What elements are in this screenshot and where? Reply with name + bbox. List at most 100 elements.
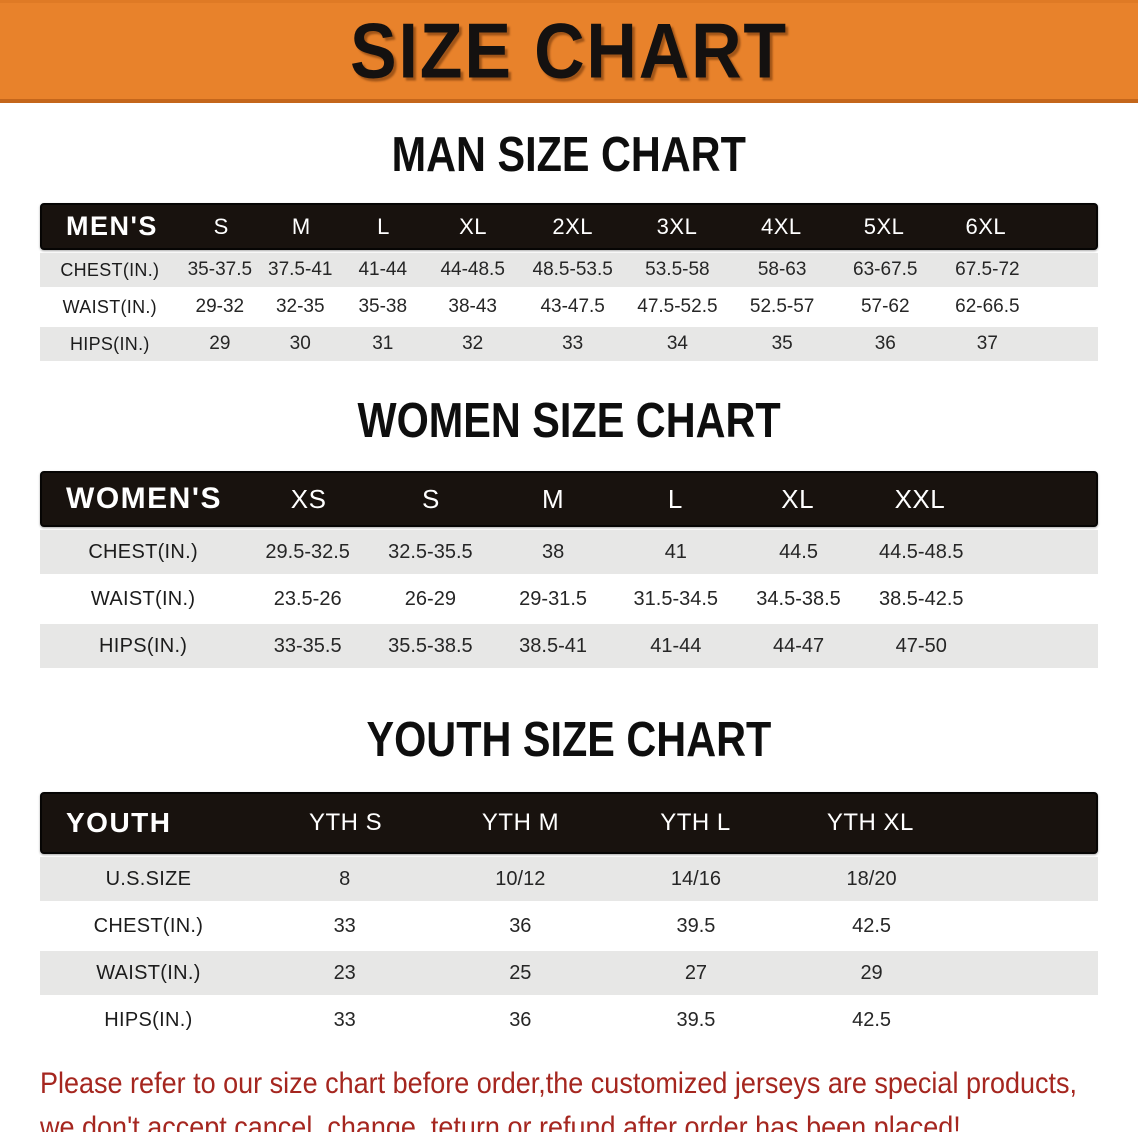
- row-label: U.S.SIZE: [105, 867, 192, 890]
- table-row: WAIST(IN.) 23 25 27 29: [40, 951, 1098, 995]
- table-cell: 33: [333, 1008, 356, 1031]
- table-row: CHEST(IN.) 29.5-32.5 32.5-35.5 38 41 44.5 44.5…: [40, 530, 1098, 574]
- size-table-women: WOMEN'S XS S M L XL XXL CHEST(IN.) 29.5-32.5 32.5…: [40, 471, 1098, 668]
- table-cell: 39.5: [676, 1008, 716, 1031]
- table-cell: 30: [289, 333, 311, 354]
- row-label: HIPS(IN.): [104, 1008, 193, 1031]
- table-cell: 26-29: [404, 587, 456, 610]
- table-cell: 48.5-53.5: [532, 259, 613, 280]
- size-table-youth: YOUTH YTH S YTH M YTH L YTH XL U.S.SIZE 8 10/12…: [40, 792, 1098, 1042]
- table-row: HIPS(IN.) 33-35.5 35.5-38.5 38.5-41 41-44 44-…: [40, 624, 1098, 668]
- section-title-text: WOMEN SIZE CHART: [357, 392, 781, 448]
- table-row: CHEST(IN.) 33 36 39.5 42.5: [40, 904, 1098, 948]
- table-row: WAIST(IN.) 29-32 32-35 35-38 38-43 43-47.5 47.…: [40, 290, 1098, 324]
- table-cell: 33-35.5: [273, 634, 342, 657]
- table-cell: 43-47.5: [540, 296, 605, 317]
- section-title-women: WOMEN SIZE CHART: [0, 361, 1138, 471]
- table-cell: 29-31.5: [519, 587, 588, 610]
- table-cell: 41-44: [650, 634, 702, 657]
- table-cell: 47-50: [895, 634, 947, 657]
- size-column-header: M: [291, 213, 311, 239]
- size-column-header: YTH XL: [826, 809, 914, 836]
- table-corner-label: MEN'S: [66, 211, 158, 241]
- table-cell: 32.5-35.5: [388, 540, 473, 563]
- table-cell: 36: [509, 1008, 532, 1031]
- table-cell: 33: [333, 914, 356, 937]
- row-label: HIPS(IN.): [69, 333, 150, 354]
- table-header-row: MEN'S S M L XL 2XL 3XL 4XL 5XL 6XL: [40, 203, 1098, 250]
- table-header-row: YOUTH YTH S YTH M YTH L YTH XL: [40, 792, 1098, 854]
- table-cell: 41-44: [358, 259, 408, 280]
- size-column-header: 5XL: [863, 213, 905, 239]
- table-cell: 29: [860, 961, 883, 984]
- disclaimer-line-1: Please refer to our size chart before or…: [40, 1067, 1078, 1100]
- banner-title: SIZE CHART: [350, 7, 788, 95]
- disclaimer-line-2: we don't accept cancel, change, teturn o…: [40, 1111, 961, 1132]
- size-column-header: YTH S: [308, 809, 383, 836]
- table-cell: 47.5-52.5: [637, 296, 718, 317]
- size-column-header: S: [421, 483, 440, 514]
- table-cell: 42.5: [852, 1008, 892, 1031]
- row-label: WAIST(IN.): [62, 296, 157, 317]
- size-column-header: 6XL: [965, 213, 1007, 239]
- section-title-youth: YOUTH SIZE CHART: [0, 668, 1138, 792]
- table-cell: 29-32: [195, 296, 245, 317]
- table-cell: 10/12: [495, 867, 546, 890]
- table-cell: 44-47: [772, 634, 825, 657]
- table-cell: 38.5-41: [519, 634, 588, 657]
- row-label: WAIST(IN.): [96, 961, 201, 984]
- table-header-row: WOMEN'S XS S M L XL XXL: [40, 471, 1098, 527]
- table-row: U.S.SIZE 8 10/12 14/16 18/20: [40, 857, 1098, 901]
- table-cell: 35.5-38.5: [388, 634, 473, 657]
- table-row: HIPS(IN.) 33 36 39.5 42.5: [40, 998, 1098, 1042]
- table-cell: 31: [372, 333, 394, 354]
- size-chart-banner: SIZE CHART: [0, 0, 1138, 103]
- size-column-header: M: [542, 483, 565, 514]
- size-column-header: XL: [781, 483, 815, 514]
- table-cell: 37.5-41: [268, 259, 333, 280]
- table-corner-label: YOUTH: [66, 807, 172, 838]
- section-youth: YOUTH SIZE CHART YOUTH YTH S YTH M YTH L YTH …: [0, 668, 1138, 1042]
- size-column-header: XL: [459, 213, 488, 239]
- table-cell: 29.5-32.5: [265, 540, 350, 563]
- row-label: CHEST(IN.): [88, 540, 198, 563]
- table-cell: 44.5-48.5: [878, 540, 964, 563]
- table-cell: 36: [874, 333, 896, 354]
- table-cell: 38.5-42.5: [878, 587, 964, 610]
- table-cell: 32: [462, 333, 484, 354]
- size-column-header: XS: [290, 483, 327, 514]
- table-cell: 34.5-38.5: [756, 587, 841, 610]
- table-cell: 18/20: [846, 867, 897, 890]
- table-cell: 42.5: [852, 914, 892, 937]
- size-column-header: 4XL: [761, 213, 802, 239]
- size-column-header: 3XL: [656, 213, 698, 239]
- table-cell: 57-62: [860, 296, 910, 317]
- table-cell: 63-67.5: [853, 259, 918, 280]
- table-cell: 14/16: [670, 867, 721, 890]
- size-column-header: S: [213, 213, 229, 239]
- table-row: WAIST(IN.) 23.5-26 26-29 29-31.5 31.5-34.5 34…: [40, 577, 1098, 621]
- table-row: HIPS(IN.) 29 30 31 32 33 34 35 36 37: [40, 327, 1098, 361]
- table-cell: 44-48.5: [440, 259, 505, 280]
- table-cell: 62-66.5: [955, 296, 1020, 317]
- table-cell: 34: [666, 333, 688, 354]
- table-cell: 38-43: [448, 296, 497, 317]
- table-cell: 8: [339, 867, 351, 890]
- size-table-men: MEN'S S M L XL 2XL 3XL 4XL 5XL 6XL CHEST(IN.) 35-37…: [40, 203, 1098, 361]
- section-women: WOMEN SIZE CHART WOMEN'S XS S M L XL XXL CHEST(I…: [0, 361, 1138, 668]
- table-cell: 33: [562, 333, 584, 354]
- row-label: HIPS(IN.): [99, 634, 188, 657]
- table-cell: 41: [664, 540, 687, 563]
- size-column-header: YTH M: [481, 809, 560, 836]
- disclaimer: Please refer to our size chart before or…: [0, 1062, 1138, 1132]
- table-cell: 35: [771, 333, 793, 354]
- size-column-header: 2XL: [552, 213, 593, 239]
- size-chart-sections: MAN SIZE CHART MEN'S S M L XL 2XL 3XL 4XL 5XL 6XL C…: [0, 103, 1138, 1042]
- table-cell: 67.5-72: [955, 259, 1020, 280]
- table-cell: 53.5-58: [645, 259, 710, 280]
- table-cell: 32-35: [275, 296, 325, 317]
- table-cell: 23.5-26: [273, 587, 342, 610]
- size-column-header: YTH L: [660, 809, 731, 836]
- size-column-header: L: [667, 483, 683, 514]
- table-row: CHEST(IN.) 35-37.5 37.5-41 41-44 44-48.5 48.5…: [40, 253, 1098, 287]
